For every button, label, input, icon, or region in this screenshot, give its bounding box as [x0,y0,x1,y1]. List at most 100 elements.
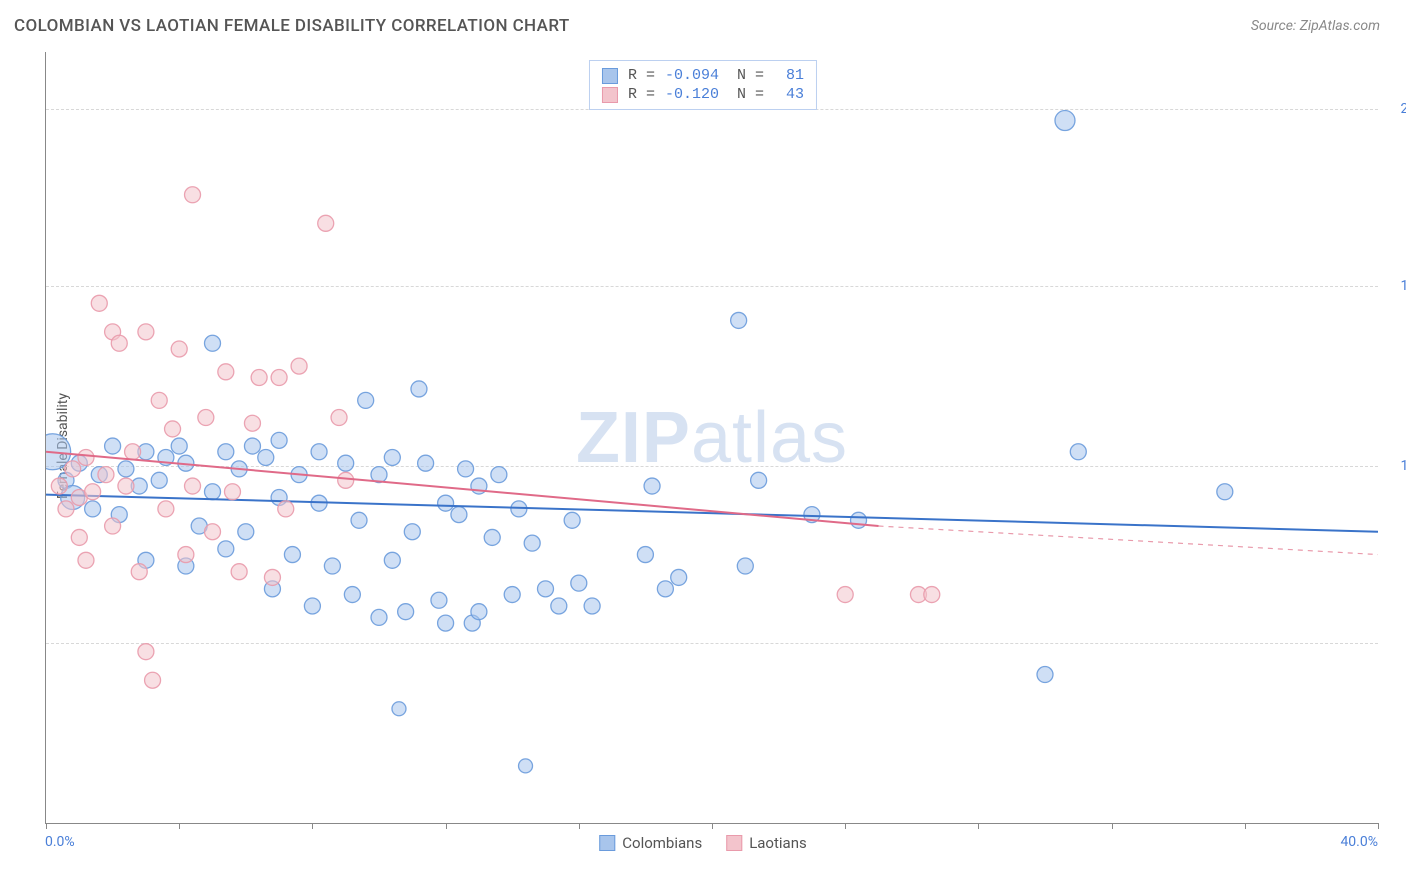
scatter-point [78,552,94,568]
scatter-point [511,501,527,517]
legend-correlation-row: R =-0.120N =43 [602,85,804,104]
scatter-point [264,581,280,597]
scatter-point [131,478,147,494]
scatter-point [338,455,354,471]
scatter-point [837,587,853,603]
scatter-point [851,512,867,528]
legend-series-item: Colombians [599,834,702,852]
y-tick-label: 6.3% [1384,635,1406,651]
scatter-point [71,489,87,505]
scatter-point [231,461,247,477]
scatter-point [151,392,167,408]
legend-swatch [602,68,618,84]
x-tick [179,823,180,829]
scatter-point [264,569,280,585]
scatter-point [258,449,274,465]
scatter-point [271,432,287,448]
scatter-point [491,467,507,483]
scatter-point [351,512,367,528]
scatter-point [224,484,240,500]
legend-correlation-row: R =-0.094N =81 [602,66,804,85]
source-prefix: Source: [1251,18,1300,34]
scatter-point [1055,111,1075,131]
scatter-point [218,364,234,380]
x-axis-max: 40.0% [1340,834,1378,850]
legend-swatch [602,87,618,103]
scatter-point [524,535,540,551]
scatter-point [324,558,340,574]
scatter-point [138,444,154,460]
scatter-point [85,484,101,500]
scatter-point [244,438,260,454]
source-name: ZipAtlas.com [1300,18,1380,34]
legend-r-value: -0.120 [665,86,719,103]
scatter-point [504,587,520,603]
scatter-point [657,581,673,597]
legend-series-item: Laotians [726,834,807,852]
y-tick-label: 12.5% [1384,458,1406,474]
scatter-point [58,472,74,488]
scatter-point [151,472,167,488]
scatter-point [205,524,221,540]
scatter-point [411,381,427,397]
scatter-point [138,552,154,568]
scatter-point [398,604,414,620]
scatter-point [138,644,154,660]
scatter-point [924,587,940,603]
scatter-point [178,558,194,574]
scatter-point [58,501,74,517]
x-tick [312,823,313,829]
scatter-point [431,592,447,608]
x-tick [1378,823,1379,829]
x-tick [712,823,713,829]
scatter-point [584,598,600,614]
scatter-point [91,295,107,311]
scatter-point [338,472,354,488]
scatter-point [464,615,480,631]
legend-n-label: N = [737,86,764,103]
scatter-point [637,547,653,563]
legend-series-label: Colombians [622,834,702,852]
chart-header: COLOMBIAN VS LAOTIAN FEMALE DISABILITY C… [0,0,1406,42]
scatter-point [185,187,201,203]
scatter-point [737,558,753,574]
scatter-point [451,507,467,523]
scatter-point [105,518,121,534]
trend-line [46,452,879,526]
scatter-point [751,472,767,488]
scatter-point [61,485,85,509]
legend-r-label: R = [628,86,655,103]
scatter-point [331,410,347,426]
scatter-point [131,564,147,580]
scatter-point [105,438,121,454]
scatter-point [205,484,221,500]
scatter-point [98,467,114,483]
gridline [46,286,1378,287]
scatter-point [71,529,87,545]
scatter-point [65,461,81,477]
scatter-point [231,564,247,580]
scatter-point [145,672,161,688]
gridline [46,643,1378,644]
scatter-point [438,495,454,511]
scatter-point [371,609,387,625]
scatter-point [111,335,127,351]
scatter-point [238,524,254,540]
scatter-point [471,478,487,494]
legend-correlation: R =-0.094N =81R =-0.120N =43 [589,60,817,110]
scatter-point [458,461,474,477]
trend-line [879,526,1379,555]
legend-swatch [726,835,742,851]
x-tick [845,823,846,829]
scatter-point [519,759,533,773]
scatter-point [471,604,487,620]
y-tick-label: 18.8% [1384,278,1406,294]
scatter-point [198,410,214,426]
y-tick-label: 25.0% [1384,101,1406,117]
scatter-point [571,575,587,591]
scatter-point [418,455,434,471]
scatter-point [85,501,101,517]
scatter-point [644,478,660,494]
legend-series-label: Laotians [749,834,807,852]
scatter-point [271,489,287,505]
